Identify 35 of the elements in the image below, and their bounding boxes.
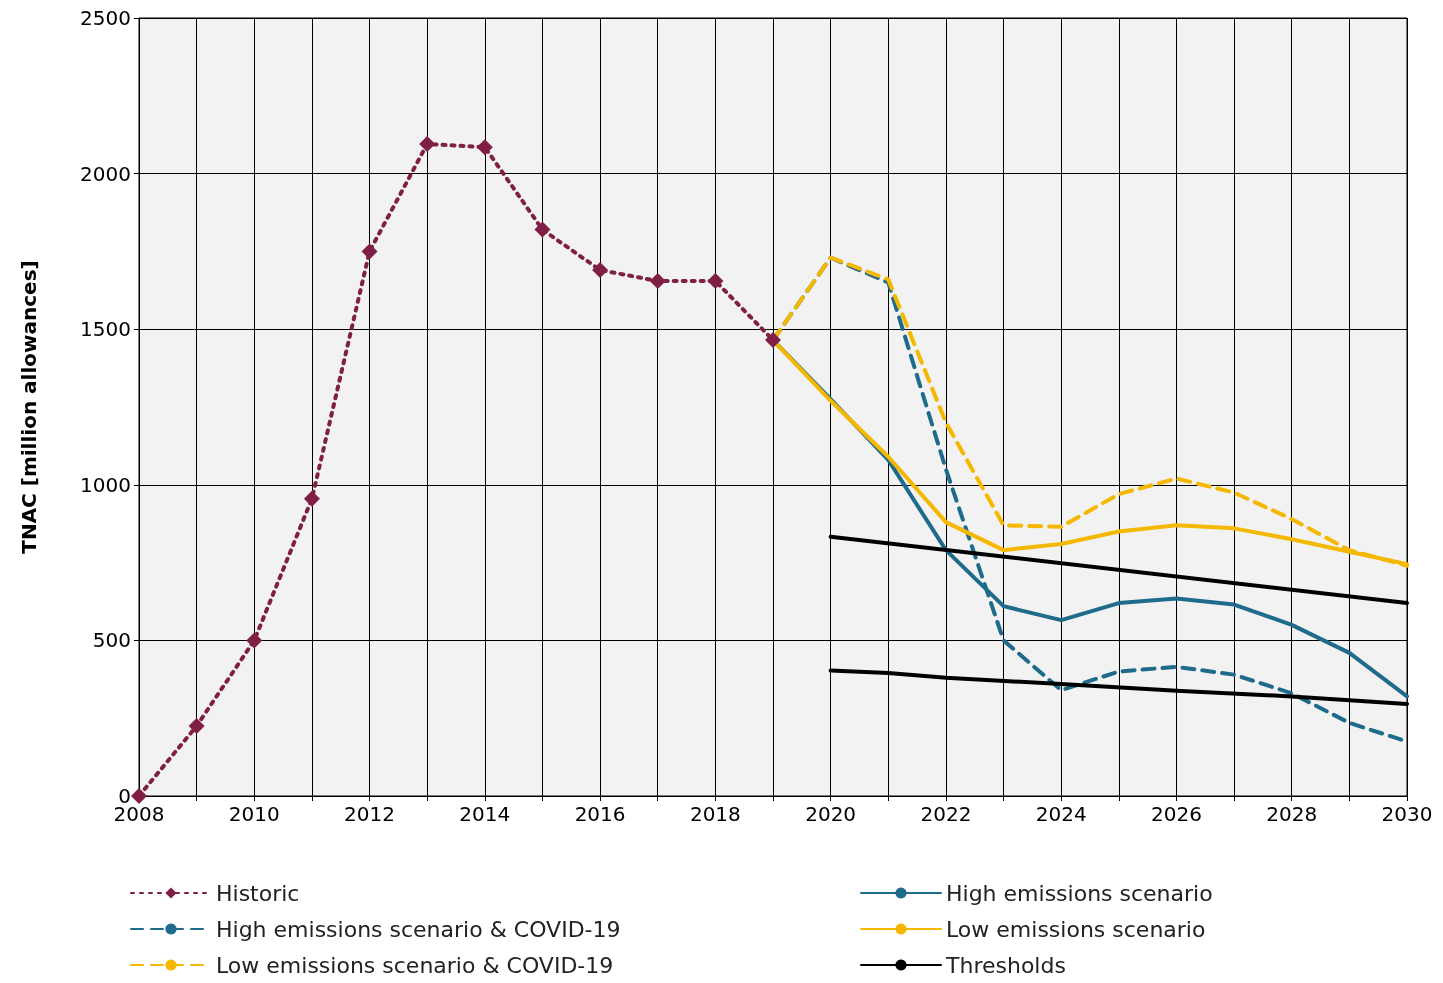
legend-label: Low emissions scenario & COVID-19 — [216, 952, 614, 978]
x-tick-label: 2028 — [1266, 802, 1318, 826]
point — [246, 632, 263, 649]
y-tick-label: 1000 — [80, 472, 131, 497]
x-tick-label: 2010 — [228, 802, 280, 826]
y-tick-label: 2500 — [80, 6, 131, 30]
x-tick-label: 2030 — [1381, 802, 1433, 826]
x-tick-label: 2024 — [1035, 802, 1087, 826]
point — [476, 139, 493, 156]
point — [649, 272, 666, 289]
y-tick-label: 2000 — [80, 161, 131, 186]
legend-label: Historic — [216, 880, 300, 906]
point — [303, 490, 320, 507]
point — [592, 262, 609, 279]
legend-label: High emissions scenario & COVID-19 — [216, 916, 621, 942]
point — [361, 243, 378, 260]
y-axis-title: TNAC [million allowances] — [17, 260, 41, 554]
x-tick-label: 2018 — [689, 802, 741, 826]
x-tick-label: 2020 — [805, 802, 857, 826]
x-tick-label: 2012 — [344, 802, 395, 826]
x-tick-label: 2022 — [920, 802, 972, 826]
point — [707, 272, 724, 289]
point — [188, 717, 205, 734]
legend-label: High emissions scenario — [946, 880, 1213, 906]
y-tick-label: 1500 — [80, 317, 131, 342]
x-tick-label: 2014 — [459, 802, 511, 826]
point — [419, 136, 436, 153]
x-tick-label: 2026 — [1151, 802, 1202, 826]
point — [131, 788, 147, 804]
y-tick-label: 500 — [92, 628, 131, 653]
point — [534, 221, 551, 238]
x-tick-label: 2016 — [574, 802, 626, 826]
point — [765, 332, 781, 349]
legend-label: Low emissions scenario — [946, 916, 1206, 942]
legend-label: Thresholds — [945, 952, 1066, 978]
